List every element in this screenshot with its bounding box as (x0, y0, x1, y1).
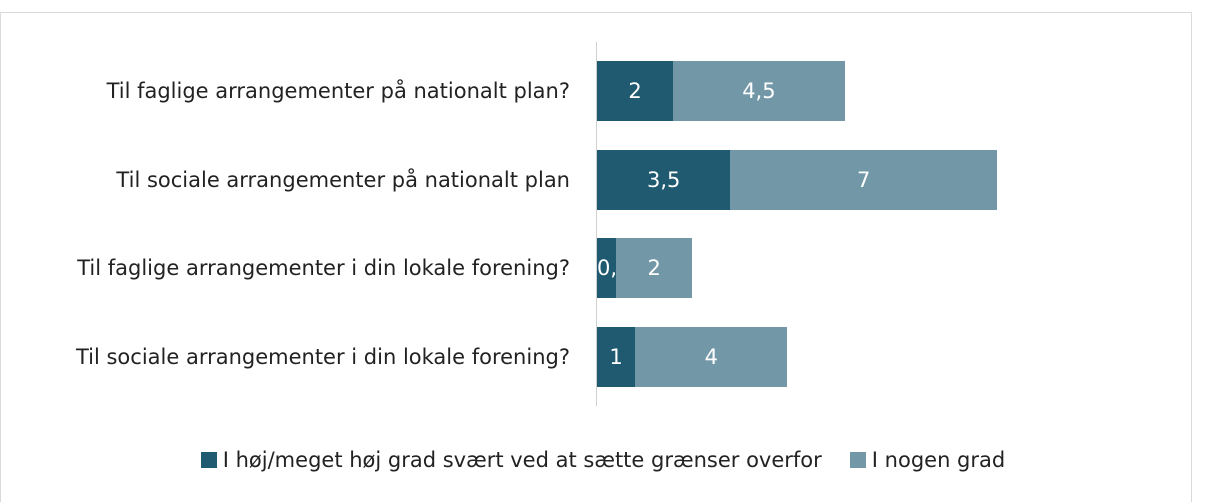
chart-frame (0, 12, 1192, 502)
data-label: 4,5 (742, 79, 776, 103)
data-label: 7 (856, 168, 871, 192)
legend: I høj/meget høj grad svært ved at sætte … (0, 448, 1206, 472)
bar-segment (597, 238, 617, 298)
data-label: 4 (704, 345, 718, 369)
bar-segment (673, 61, 845, 121)
data-label: 1 (609, 345, 623, 369)
legend-swatch (849, 452, 866, 468)
bar-segment (597, 150, 731, 210)
category-label: Til faglige arrangementer i din lokale f… (77, 256, 570, 280)
bar-segment (635, 327, 788, 387)
legend-swatch (200, 452, 217, 468)
bar-segment (597, 61, 674, 121)
category-label: Til sociale arrangementer i din lokale f… (75, 345, 570, 369)
data-label: 2 (647, 256, 661, 280)
category-axis (596, 42, 597, 406)
data-label: 0,5 (597, 256, 631, 280)
category-label: Til faglige arrangementer på nationalt p… (106, 79, 570, 103)
data-label: 3,5 (646, 168, 681, 192)
legend-item: I nogen grad (849, 448, 1006, 472)
data-label: 2 (628, 79, 642, 103)
legend-label: I nogen grad (871, 448, 1006, 472)
bar-segment (597, 327, 636, 387)
legend-label: I høj/meget høj grad svært ved at sætte … (222, 448, 822, 472)
bar-segment (730, 150, 997, 210)
legend-item: I høj/meget høj grad svært ved at sætte … (200, 448, 822, 472)
bar-segment (616, 238, 693, 298)
category-label: Til sociale arrangementer på nationalt p… (116, 168, 570, 192)
